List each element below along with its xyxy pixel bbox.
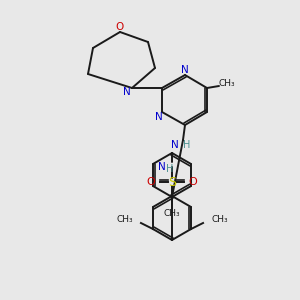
Text: H: H [166, 164, 174, 174]
Text: CH₃: CH₃ [164, 209, 180, 218]
Text: O: O [147, 177, 155, 187]
Text: CH₃: CH₃ [211, 215, 228, 224]
Text: N: N [123, 87, 131, 97]
Text: O: O [116, 22, 124, 32]
Text: CH₃: CH₃ [219, 80, 235, 88]
Text: N: N [181, 65, 189, 75]
Text: N: N [171, 140, 179, 150]
Text: CH₃: CH₃ [116, 215, 133, 224]
Text: O: O [189, 177, 197, 187]
Text: N: N [158, 162, 166, 172]
Text: S: S [168, 176, 176, 188]
Text: N: N [155, 112, 163, 122]
Text: H: H [183, 140, 191, 150]
